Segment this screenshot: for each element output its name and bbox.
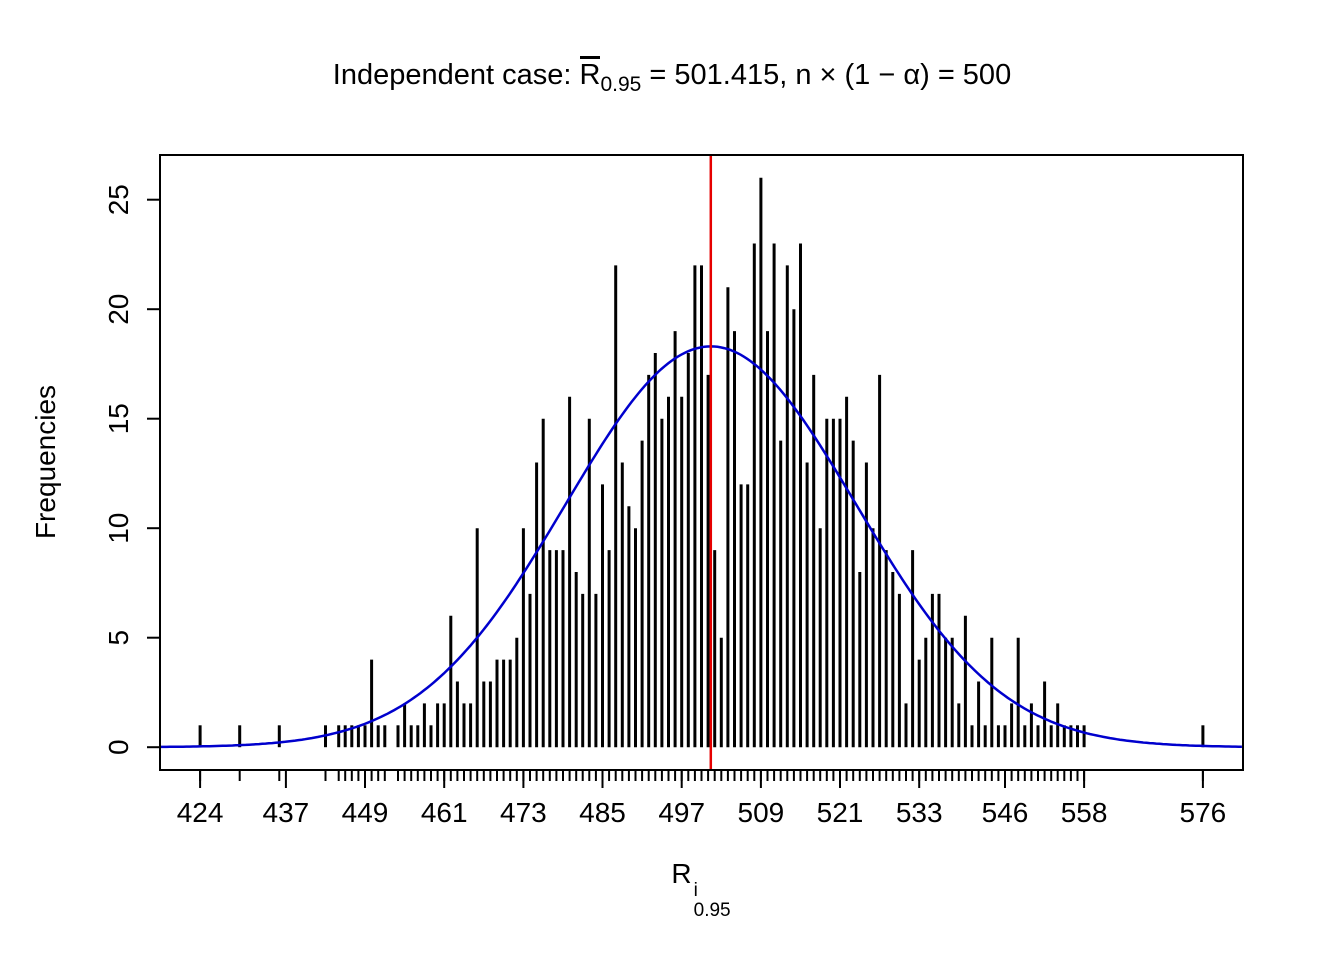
title-rest: = 501.415, n × (1 − α) = 500	[641, 59, 1012, 91]
y-tick-label: 0	[103, 739, 134, 755]
chart-title: Independent case: R0.95 = 501.415, n × (…	[0, 56, 1344, 97]
x-tick-label: 521	[817, 797, 864, 828]
x-tick-label: 509	[738, 797, 785, 828]
title-r-subscript: 0.95	[600, 73, 642, 96]
x-axis-label-scripts: i 0.95	[694, 881, 731, 921]
x-tick-label: 473	[500, 797, 547, 828]
title-r-bar: R	[579, 56, 601, 90]
x-axis-tick-labels: 424 437 449 461 473 485 497 509 521 533 546 558 576	[177, 797, 1227, 828]
y-axis-ticks	[147, 198, 160, 749]
title-prefix: Independent case:	[332, 59, 580, 91]
y-tick-label: 5	[103, 630, 134, 646]
x-axis-label-base: R	[671, 858, 692, 889]
x-axis-label-sub: 0.95	[693, 899, 731, 921]
y-tick-label: 15	[103, 403, 134, 434]
x-tick-label: 558	[1061, 797, 1108, 828]
x-tick-label: 546	[982, 797, 1029, 828]
x-tick-label: 497	[658, 797, 705, 828]
frequency-spikes	[198, 177, 1205, 748]
y-tick-label: 25	[103, 184, 134, 215]
y-tick-label: 10	[103, 513, 134, 544]
x-tick-label: 485	[579, 797, 626, 828]
y-axis-tick-labels: 0 5 10 15 20 25	[103, 184, 134, 755]
x-tick-label: 449	[342, 797, 389, 828]
x-tick-label: 424	[177, 797, 224, 828]
x-tick-label: 461	[421, 797, 468, 828]
normal-curve	[160, 345, 1242, 749]
y-tick-label: 20	[103, 294, 134, 325]
x-axis-ticks	[199, 770, 1204, 788]
x-axis-label-sup: i	[693, 880, 698, 901]
x-tick-label: 437	[263, 797, 310, 828]
x-tick-label: 576	[1180, 797, 1227, 828]
x-tick-label: 533	[896, 797, 943, 828]
